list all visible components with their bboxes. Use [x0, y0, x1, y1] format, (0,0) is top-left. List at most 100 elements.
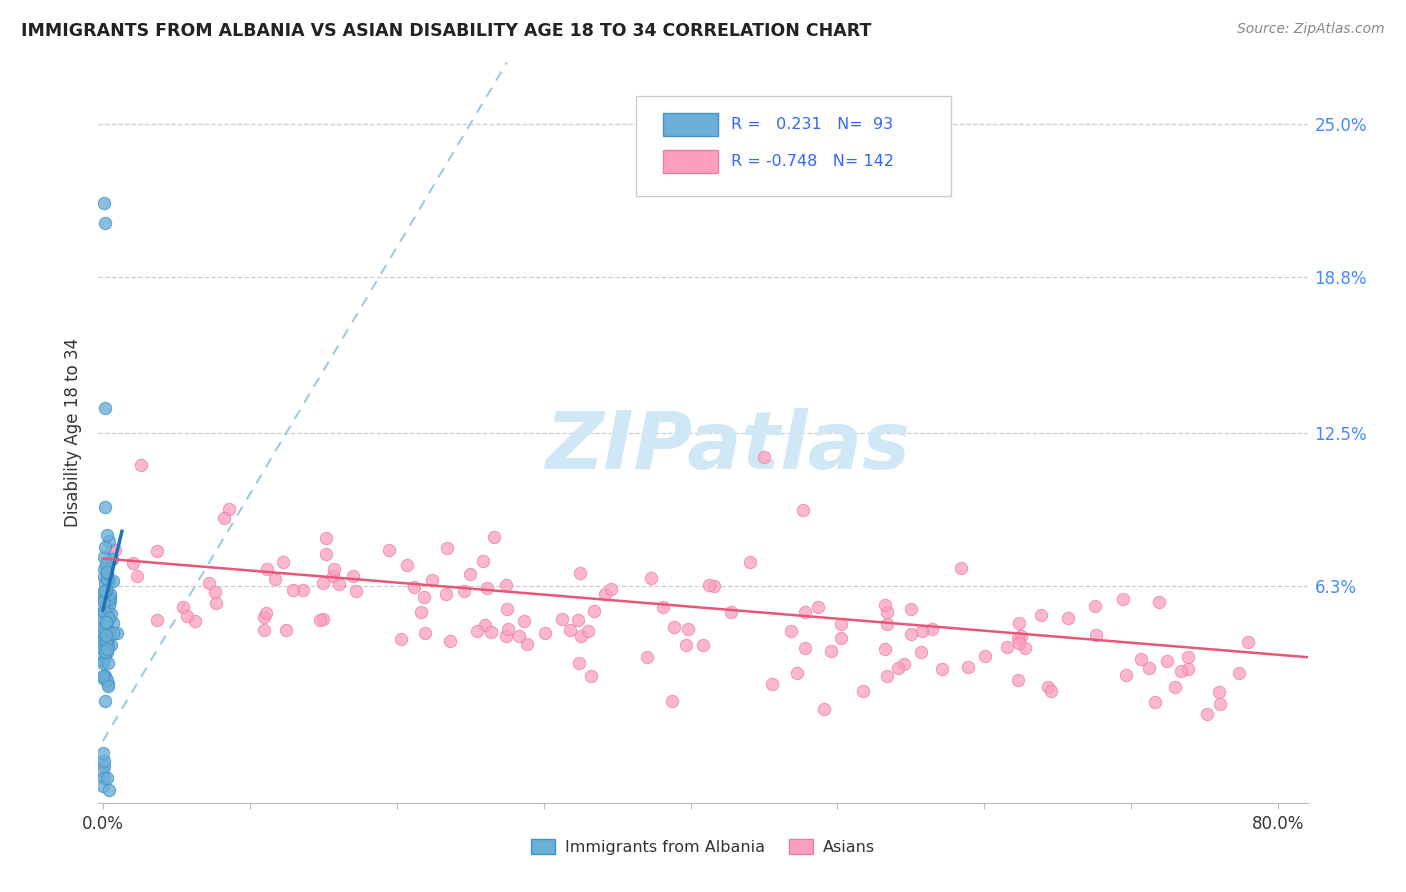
Point — [283, 583, 305, 598]
Point — [253, 623, 276, 637]
Text: Source: ZipAtlas.com: Source: ZipAtlas.com — [1237, 22, 1385, 37]
Point — [830, 631, 852, 645]
Point — [900, 627, 922, 641]
Point — [146, 544, 169, 558]
Point — [93, 196, 115, 211]
Point — [1195, 706, 1218, 721]
Point — [779, 624, 801, 638]
Point — [699, 578, 721, 592]
Point — [1007, 615, 1029, 630]
Point — [96, 584, 118, 599]
Point — [96, 632, 118, 646]
Point — [508, 629, 530, 643]
Point — [921, 623, 943, 637]
Point — [720, 605, 742, 619]
Point — [1036, 680, 1059, 694]
Point — [103, 615, 125, 630]
Point — [91, 605, 114, 619]
Point — [93, 758, 115, 772]
Point — [1008, 636, 1031, 650]
Point — [315, 547, 337, 561]
Point — [876, 605, 898, 619]
Point — [98, 589, 121, 603]
Point — [1209, 697, 1232, 711]
Point — [94, 216, 117, 230]
Point — [101, 626, 124, 640]
Point — [204, 584, 226, 599]
Point — [94, 636, 117, 650]
Point — [474, 618, 496, 632]
Point — [640, 571, 662, 585]
Text: R = -0.748   N= 142: R = -0.748 N= 142 — [731, 154, 894, 169]
Point — [794, 605, 817, 619]
Point — [910, 645, 932, 659]
Point — [569, 629, 592, 643]
Point — [100, 542, 122, 557]
Point — [100, 639, 122, 653]
Point — [1177, 650, 1199, 665]
Point — [129, 458, 152, 473]
Point — [91, 635, 114, 649]
Point — [752, 450, 775, 465]
Point — [1014, 641, 1036, 656]
Point — [93, 604, 115, 618]
Point — [1156, 654, 1178, 668]
Point — [1227, 666, 1250, 681]
Point — [409, 605, 432, 619]
Point — [322, 568, 344, 582]
Point — [93, 672, 115, 686]
Point — [830, 617, 852, 632]
Point — [533, 626, 555, 640]
Point — [807, 599, 830, 614]
Point — [512, 614, 534, 628]
Point — [254, 607, 277, 621]
Point — [475, 582, 498, 596]
Point — [264, 572, 287, 586]
Point — [738, 555, 761, 569]
Point — [96, 771, 118, 785]
Point — [94, 618, 117, 632]
Point — [404, 580, 426, 594]
Point — [1007, 631, 1029, 645]
Point — [98, 594, 121, 608]
Point — [172, 600, 194, 615]
Point — [460, 566, 482, 581]
Point — [96, 621, 118, 635]
Point — [328, 576, 350, 591]
Point — [93, 586, 115, 600]
Point — [94, 583, 117, 598]
Point — [94, 694, 117, 708]
Point — [97, 640, 120, 654]
Point — [94, 669, 117, 683]
Point — [291, 583, 314, 598]
Point — [91, 639, 114, 653]
Point — [568, 566, 591, 581]
Point — [184, 614, 207, 628]
Point — [1010, 629, 1032, 643]
Point — [312, 612, 335, 626]
Point — [97, 612, 120, 626]
Point — [389, 632, 412, 647]
Point — [93, 583, 115, 598]
Point — [1112, 592, 1135, 607]
Point — [567, 614, 589, 628]
Point — [887, 661, 910, 675]
Point — [218, 502, 240, 516]
Point — [1237, 635, 1260, 649]
Point — [703, 579, 725, 593]
Point — [96, 628, 118, 642]
Point — [96, 566, 118, 580]
Point — [820, 644, 842, 658]
Point — [482, 531, 505, 545]
Point — [94, 615, 117, 629]
Point — [1040, 683, 1063, 698]
Point — [91, 764, 114, 778]
Point — [1164, 680, 1187, 694]
Point — [1143, 695, 1166, 709]
Point — [1149, 594, 1171, 608]
Point — [100, 552, 122, 566]
Point — [342, 568, 364, 582]
Point — [1208, 685, 1230, 699]
Point — [93, 630, 115, 644]
Point — [91, 747, 114, 761]
